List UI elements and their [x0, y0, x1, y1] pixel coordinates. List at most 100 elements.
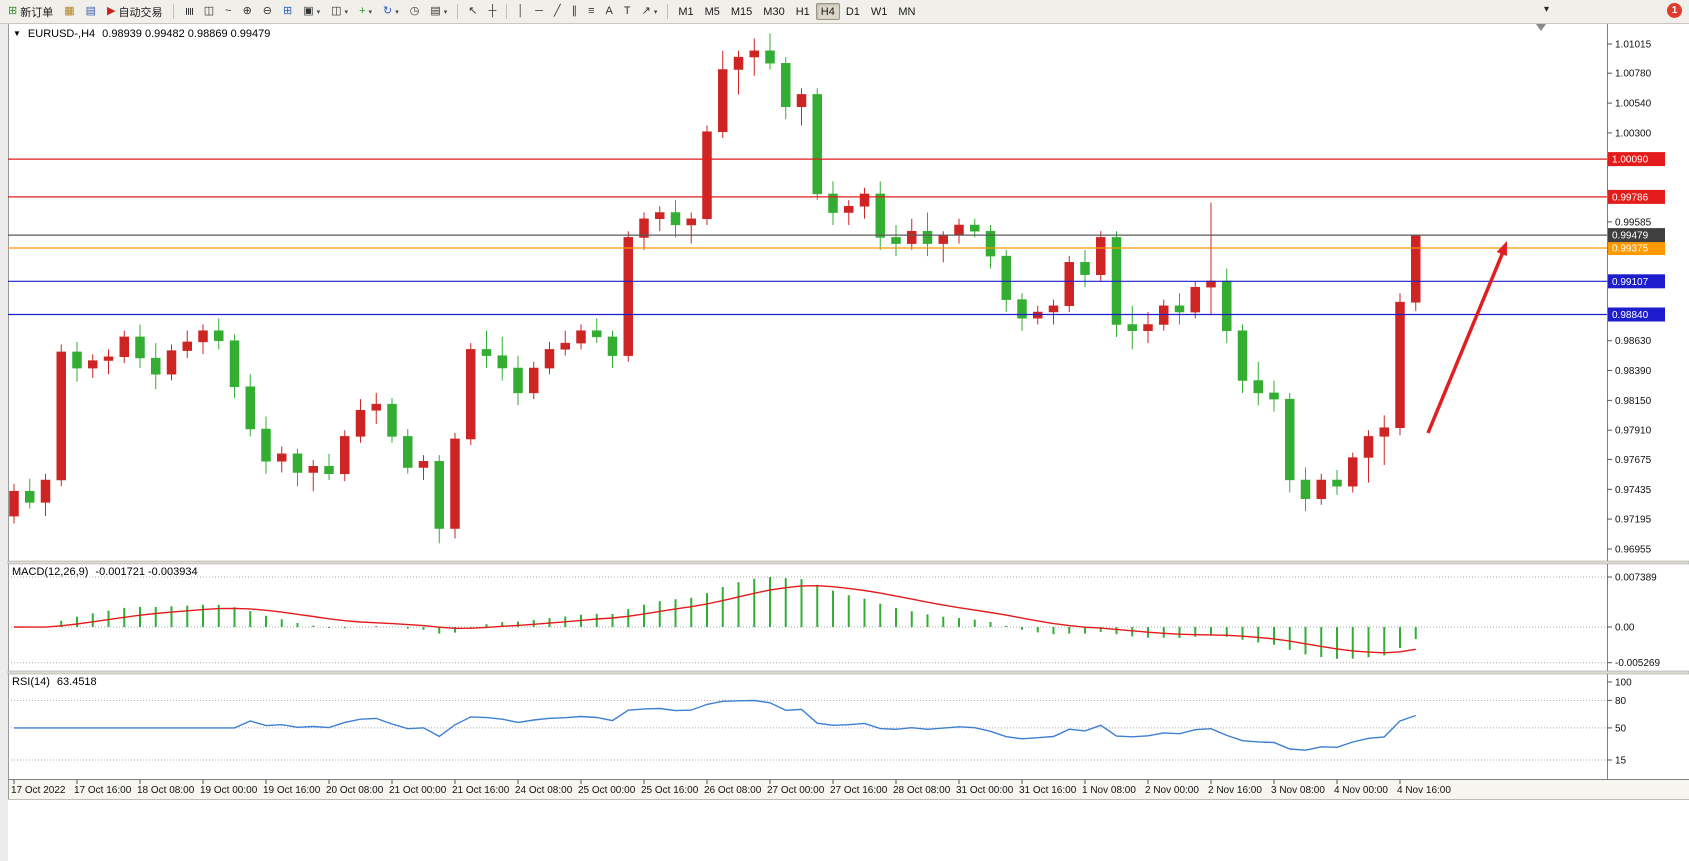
candle: [985, 225, 996, 269]
tf-m30-button[interactable]: M30: [758, 3, 789, 20]
candle: [119, 330, 129, 363]
price-scale[interactable]: [1608, 21, 1689, 779]
horizontal-line-icon: ─: [535, 5, 543, 17]
chart-bars-button[interactable]: ≣: [179, 3, 198, 20]
templates-button[interactable]: ▤ ▾: [425, 3, 452, 20]
arrange-windows-button[interactable]: ◫ ▾: [326, 3, 353, 20]
cascade-windows-button[interactable]: ▣ ▾: [298, 3, 325, 20]
tf-d1-button[interactable]: D1: [841, 3, 865, 20]
tf-h1-button[interactable]: H1: [791, 3, 815, 20]
rsi-line: [14, 699, 1416, 751]
panel-separator[interactable]: [7, 670, 1689, 675]
tf-mn-button-label: MN: [898, 5, 916, 18]
text-label-button[interactable]: T: [619, 3, 636, 20]
chart-line-button[interactable]: ~: [220, 3, 236, 20]
channel-button[interactable]: ∥: [567, 3, 583, 20]
dropdown-arrow-icon: ▾: [653, 8, 658, 16]
time-axis-label: 19 Oct 16:00: [263, 785, 321, 796]
candle: [607, 330, 618, 368]
zoom-out-icon: ⊖: [262, 5, 272, 17]
price-axis-label: 0.98630: [1615, 336, 1652, 347]
cursor-button[interactable]: ↖: [463, 3, 482, 20]
candle: [513, 355, 523, 406]
candle: [466, 343, 476, 446]
notification-badge[interactable]: 1: [1667, 3, 1682, 18]
profiles-button[interactable]: ▤: [81, 3, 101, 20]
add-indicator-button[interactable]: + ▾: [354, 3, 377, 20]
candle: [718, 50, 728, 138]
candle: [355, 399, 366, 443]
tf-m15-button[interactable]: M15: [726, 3, 757, 20]
candle: [387, 397, 397, 443]
candle: [245, 374, 255, 437]
candle: [56, 344, 66, 487]
candle: [1332, 470, 1342, 495]
candle: [812, 88, 822, 201]
time-scale[interactable]: [8, 780, 1689, 799]
candle: [529, 361, 539, 400]
new-order-button[interactable]: ⊞ 新订单: [3, 3, 58, 20]
candle: [371, 392, 381, 424]
tf-m5-button[interactable]: M5: [700, 3, 725, 20]
candle: [1316, 473, 1326, 505]
time-axis-label: 25 Oct 00:00: [578, 785, 636, 796]
tf-m5-button-label: M5: [704, 5, 720, 18]
candle: [655, 206, 665, 232]
dropdown-arrow-icon: ▾: [443, 8, 448, 16]
trendline-button[interactable]: ╱: [549, 3, 566, 20]
zoom-out-button[interactable]: ⊖: [258, 3, 277, 20]
time-axis-label: 1 Nov 08:00: [1082, 785, 1136, 796]
panel-separator[interactable]: [7, 560, 1689, 565]
support-line-upper-tag: 0.99107: [1608, 274, 1665, 289]
macd-scale-label: 0.00: [1615, 623, 1635, 634]
text-button[interactable]: A: [601, 3, 618, 20]
macd-name: MACD(12,26,9): [12, 566, 89, 578]
arrows-button[interactable]: ↗ ▾: [637, 3, 663, 20]
candle: [733, 50, 744, 95]
candle: [40, 473, 51, 516]
candle: [1395, 293, 1405, 436]
tile-windows-button[interactable]: ⊞: [278, 3, 297, 20]
fibonacci-icon: ≡: [588, 5, 595, 17]
chart-candles-button[interactable]: ◫: [199, 3, 219, 20]
candle: [765, 33, 775, 70]
tf-mn-button[interactable]: MN: [893, 3, 920, 20]
svg-text:0.99786: 0.99786: [1612, 192, 1649, 203]
horizontal-line-button[interactable]: ─: [530, 3, 548, 20]
trend-arrow[interactable]: [1426, 241, 1507, 434]
tf-m1-button[interactable]: M1: [673, 3, 698, 20]
tf-m15-button-label: M15: [730, 5, 753, 18]
candle: [970, 218, 980, 238]
fibonacci-button[interactable]: ≡: [583, 3, 599, 20]
tf-w1-button[interactable]: W1: [866, 3, 893, 20]
candle: [875, 181, 885, 250]
candle: [686, 212, 696, 244]
candle: [1363, 430, 1374, 483]
vertical-line-button[interactable]: │: [512, 3, 529, 20]
candle: [907, 218, 917, 250]
toolbar-overflow-button[interactable]: ▾: [1544, 4, 1550, 15]
dropdown-arrow-icon: ▾: [368, 8, 373, 16]
period-button[interactable]: ◷: [405, 3, 425, 20]
refresh-button[interactable]: ↻ ▾: [378, 3, 404, 20]
tf-h4-button[interactable]: H4: [815, 3, 840, 20]
candle: [324, 453, 334, 480]
chart-plot-area[interactable]: [8, 21, 1689, 861]
cursor-icon: ↖: [468, 5, 478, 17]
time-axis-label: 26 Oct 08:00: [704, 785, 762, 796]
chart-shift-marker[interactable]: [1536, 24, 1546, 31]
new-chart-button[interactable]: ▦: [59, 3, 79, 20]
symbol-dropdown-icon[interactable]: ▼: [13, 29, 21, 38]
zoom-in-button[interactable]: ⊕: [238, 3, 257, 20]
auto-trading-button-label: 自动交易: [118, 6, 163, 19]
svg-text:0.99375: 0.99375: [1612, 244, 1649, 255]
dropdown-arrow-icon: ▾: [395, 8, 399, 16]
candlestick-icon: ◫: [203, 5, 215, 17]
candle: [891, 225, 901, 257]
candle: [1285, 392, 1295, 493]
crosshair-button[interactable]: ┼: [484, 3, 502, 20]
price-axis-label: 0.97675: [1615, 455, 1652, 466]
auto-trading-button[interactable]: ▶ 自动交易: [102, 3, 167, 20]
candle: [277, 446, 287, 473]
